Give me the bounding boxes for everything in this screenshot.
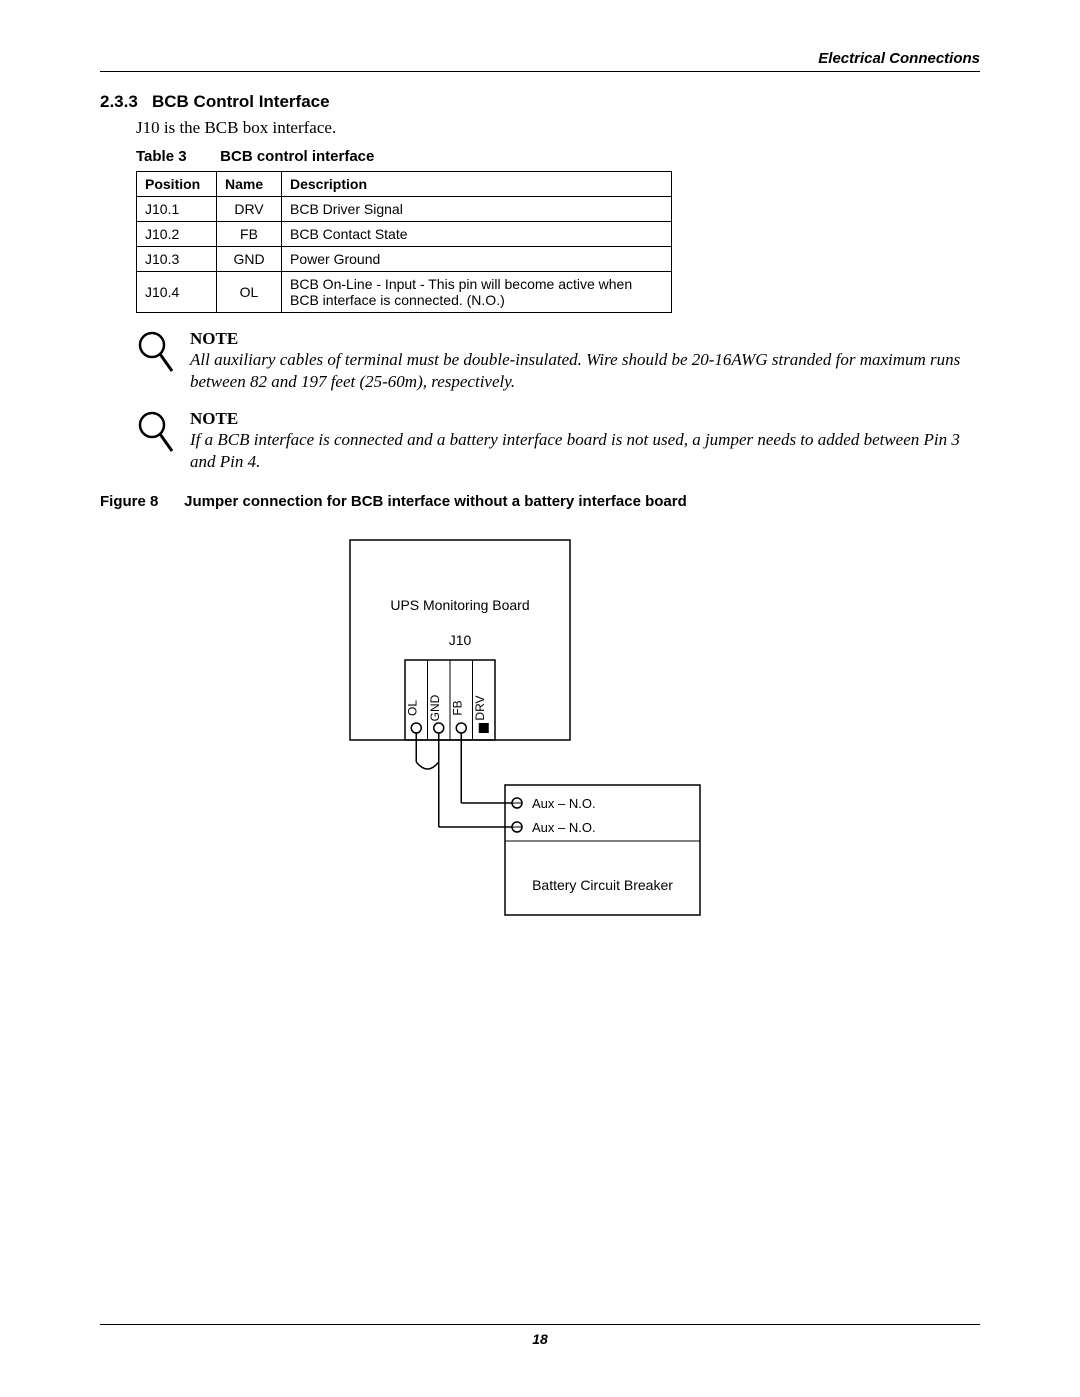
svg-text:GND: GND (428, 695, 442, 722)
page-number: 18 (532, 1331, 548, 1347)
table-cell: BCB Driver Signal (282, 197, 672, 222)
table-caption-number: Table 3 (136, 148, 216, 165)
section-intro: J10 is the BCB box interface. (136, 118, 980, 138)
svg-text:Aux – N.O.: Aux – N.O. (532, 820, 596, 835)
table-cell: BCB On-Line - Input - This pin will beco… (282, 272, 672, 313)
table-row: J10.2 FB BCB Contact State (137, 222, 672, 247)
table-header: Name (217, 172, 282, 197)
svg-text:UPS Monitoring Board: UPS Monitoring Board (390, 597, 529, 613)
table-cell: FB (217, 222, 282, 247)
note-block: NOTE All auxiliary cables of terminal mu… (136, 329, 980, 393)
table-row: J10.3 GND Power Ground (137, 247, 672, 272)
section-number: 2.3.3 (100, 92, 138, 111)
table-cell: J10.4 (137, 272, 217, 313)
magnifier-icon (136, 409, 176, 473)
note-block: NOTE If a BCB interface is connected and… (136, 409, 980, 473)
table-cell: Power Ground (282, 247, 672, 272)
svg-text:Aux – N.O.: Aux – N.O. (532, 796, 596, 811)
table-row: J10.1 DRV BCB Driver Signal (137, 197, 672, 222)
table-caption: Table 3 BCB control interface (136, 148, 980, 165)
table-cell: J10.2 (137, 222, 217, 247)
bcb-table: Position Name Description J10.1 DRV BCB … (136, 171, 672, 313)
figure-caption-number: Figure 8 (100, 493, 180, 510)
table-header: Description (282, 172, 672, 197)
figure-caption: Figure 8 Jumper connection for BCB inter… (100, 493, 980, 510)
table-cell: DRV (217, 197, 282, 222)
table-cell: OL (217, 272, 282, 313)
table-header-row: Position Name Description (137, 172, 672, 197)
figure-diagram: UPS Monitoring Board J10 OL GND FB DRV Aux – N… (100, 530, 980, 930)
table-cell: BCB Contact State (282, 222, 672, 247)
table-cell: J10.3 (137, 247, 217, 272)
magnifier-icon (136, 329, 176, 393)
note-body: All auxiliary cables of terminal must be… (190, 349, 980, 393)
note-title: NOTE (190, 409, 980, 429)
note-title: NOTE (190, 329, 980, 349)
note-body: If a BCB interface is connected and a ba… (190, 429, 980, 473)
table-cell: J10.1 (137, 197, 217, 222)
table-caption-title: BCB control interface (220, 148, 374, 165)
header-section-label: Electrical Connections (100, 50, 980, 72)
svg-text:OL: OL (405, 700, 419, 716)
section-title: BCB Control Interface (152, 92, 330, 111)
svg-text:J10: J10 (449, 632, 472, 648)
section-heading: 2.3.3 BCB Control Interface (100, 92, 980, 112)
figure-caption-title: Jumper connection for BCB interface with… (184, 493, 687, 510)
table-cell: GND (217, 247, 282, 272)
svg-text:DRV: DRV (473, 696, 487, 721)
svg-text:Battery Circuit Breaker: Battery Circuit Breaker (532, 877, 673, 893)
page-footer: 18 (100, 1324, 980, 1347)
svg-text:FB: FB (450, 701, 464, 716)
table-row: J10.4 OL BCB On-Line - Input - This pin … (137, 272, 672, 313)
table-header: Position (137, 172, 217, 197)
